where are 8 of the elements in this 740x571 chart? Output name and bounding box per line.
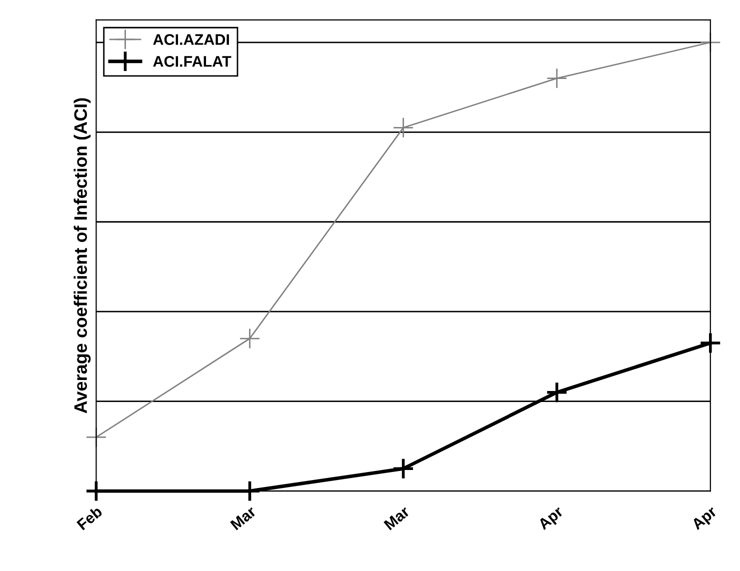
x-tick-label: Feb xyxy=(76,505,103,530)
x-tick-label: Mar xyxy=(230,506,257,530)
x-tick-label: Mar xyxy=(384,506,410,530)
legend-label: ACI.FALAT xyxy=(153,56,232,67)
x-tick-label: Apr xyxy=(690,506,720,533)
legend-label: ACI.AZADI xyxy=(153,34,229,45)
y-axis-title: Average coefficient of Infection (ACI) xyxy=(74,98,91,414)
x-tick-label: Apr xyxy=(537,506,566,533)
